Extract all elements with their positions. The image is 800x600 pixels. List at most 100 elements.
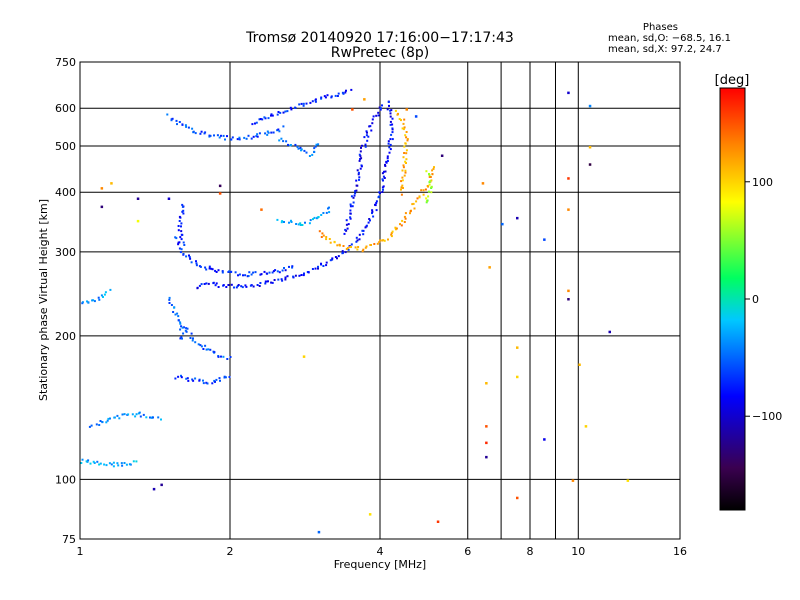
echo-point bbox=[108, 462, 111, 465]
echo-point bbox=[118, 417, 121, 420]
echo-point bbox=[313, 150, 316, 153]
echo-point bbox=[346, 227, 349, 230]
echo-point bbox=[150, 416, 153, 419]
echo-point bbox=[307, 271, 310, 274]
echo-point bbox=[383, 239, 386, 242]
echo-point bbox=[291, 266, 294, 269]
echo-point bbox=[195, 264, 198, 267]
echo-point bbox=[87, 459, 90, 462]
echo-point bbox=[116, 462, 119, 465]
echo-point bbox=[254, 122, 256, 125]
echo-point bbox=[98, 298, 101, 301]
echo-point bbox=[202, 382, 205, 385]
echo-point bbox=[259, 273, 262, 276]
echo-point bbox=[178, 220, 181, 222]
echo-point bbox=[375, 200, 378, 203]
echo-point bbox=[107, 417, 110, 420]
echo-point bbox=[117, 464, 120, 467]
echo-point bbox=[304, 221, 306, 224]
echo-point bbox=[252, 271, 255, 274]
echo-point bbox=[608, 330, 611, 334]
echo-point bbox=[109, 288, 112, 291]
echo-point bbox=[387, 101, 390, 103]
echo-point bbox=[220, 134, 222, 137]
echo-point bbox=[135, 413, 138, 416]
echo-point bbox=[168, 298, 171, 301]
echo-point bbox=[347, 248, 350, 251]
echo-point bbox=[401, 219, 404, 222]
echo-point bbox=[224, 138, 226, 141]
echo-point bbox=[402, 128, 405, 131]
echo-point bbox=[411, 203, 414, 206]
echo-point bbox=[211, 382, 214, 385]
echo-point bbox=[481, 182, 485, 185]
echo-point bbox=[389, 138, 392, 141]
echo-point bbox=[110, 463, 113, 466]
echo-point bbox=[389, 120, 392, 123]
echo-point bbox=[195, 262, 198, 265]
echo-point bbox=[336, 257, 338, 260]
echo-point bbox=[264, 282, 267, 285]
plot-frame bbox=[79, 61, 681, 540]
echo-point bbox=[182, 253, 185, 255]
echo-point bbox=[120, 462, 123, 465]
echo-point bbox=[343, 232, 346, 235]
echo-point bbox=[176, 123, 178, 126]
echo-point bbox=[177, 229, 180, 232]
echo-point bbox=[101, 421, 104, 423]
echo-point bbox=[180, 336, 183, 339]
echo-point bbox=[389, 148, 392, 151]
echo-point bbox=[345, 219, 348, 222]
echo-point bbox=[328, 211, 331, 214]
echo-point bbox=[190, 332, 193, 335]
echo-point bbox=[259, 118, 262, 120]
echo-point bbox=[543, 438, 546, 441]
echo-point bbox=[424, 188, 427, 191]
echo-point bbox=[402, 187, 404, 189]
echo-point bbox=[321, 232, 324, 235]
x-tick-label: 1 bbox=[77, 545, 84, 558]
colorbar-tick-label: 0 bbox=[752, 293, 759, 306]
echo-point bbox=[266, 130, 269, 133]
echo-point bbox=[366, 131, 368, 134]
echo-point bbox=[113, 416, 116, 419]
echo-point bbox=[375, 202, 378, 204]
echo-point bbox=[177, 225, 180, 227]
echo-point bbox=[428, 183, 431, 186]
echo-point bbox=[281, 279, 284, 282]
echo-point bbox=[187, 379, 190, 382]
echo-point bbox=[325, 264, 328, 267]
echo-point bbox=[93, 300, 96, 303]
echo-point bbox=[200, 130, 203, 133]
echo-point bbox=[305, 151, 308, 154]
colorbar-label: [deg] bbox=[715, 73, 750, 88]
echo-point bbox=[248, 271, 251, 274]
echo-point bbox=[270, 113, 273, 116]
echo-point bbox=[185, 330, 188, 333]
echo-point bbox=[288, 265, 290, 268]
echo-point bbox=[428, 174, 431, 177]
echo-point bbox=[358, 153, 361, 156]
echo-point bbox=[390, 235, 393, 238]
echo-point bbox=[280, 278, 283, 281]
echo-point bbox=[297, 147, 300, 150]
echo-point bbox=[379, 108, 382, 111]
echo-point bbox=[363, 98, 366, 101]
echo-point bbox=[355, 236, 358, 239]
echo-point bbox=[221, 271, 224, 274]
echo-point bbox=[516, 346, 519, 349]
echo-point bbox=[198, 379, 201, 382]
echo-point bbox=[311, 100, 314, 103]
echo-point bbox=[330, 96, 333, 99]
echo-point bbox=[318, 230, 321, 233]
echo-point bbox=[391, 138, 394, 141]
echo-point bbox=[286, 275, 289, 278]
echo-point bbox=[192, 337, 194, 340]
echo-point bbox=[378, 106, 381, 109]
echo-point bbox=[225, 286, 228, 288]
echo-point bbox=[190, 261, 193, 264]
echo-point bbox=[357, 173, 360, 176]
echo-point bbox=[281, 269, 284, 272]
echo-point bbox=[315, 143, 318, 146]
echo-point bbox=[365, 224, 368, 227]
